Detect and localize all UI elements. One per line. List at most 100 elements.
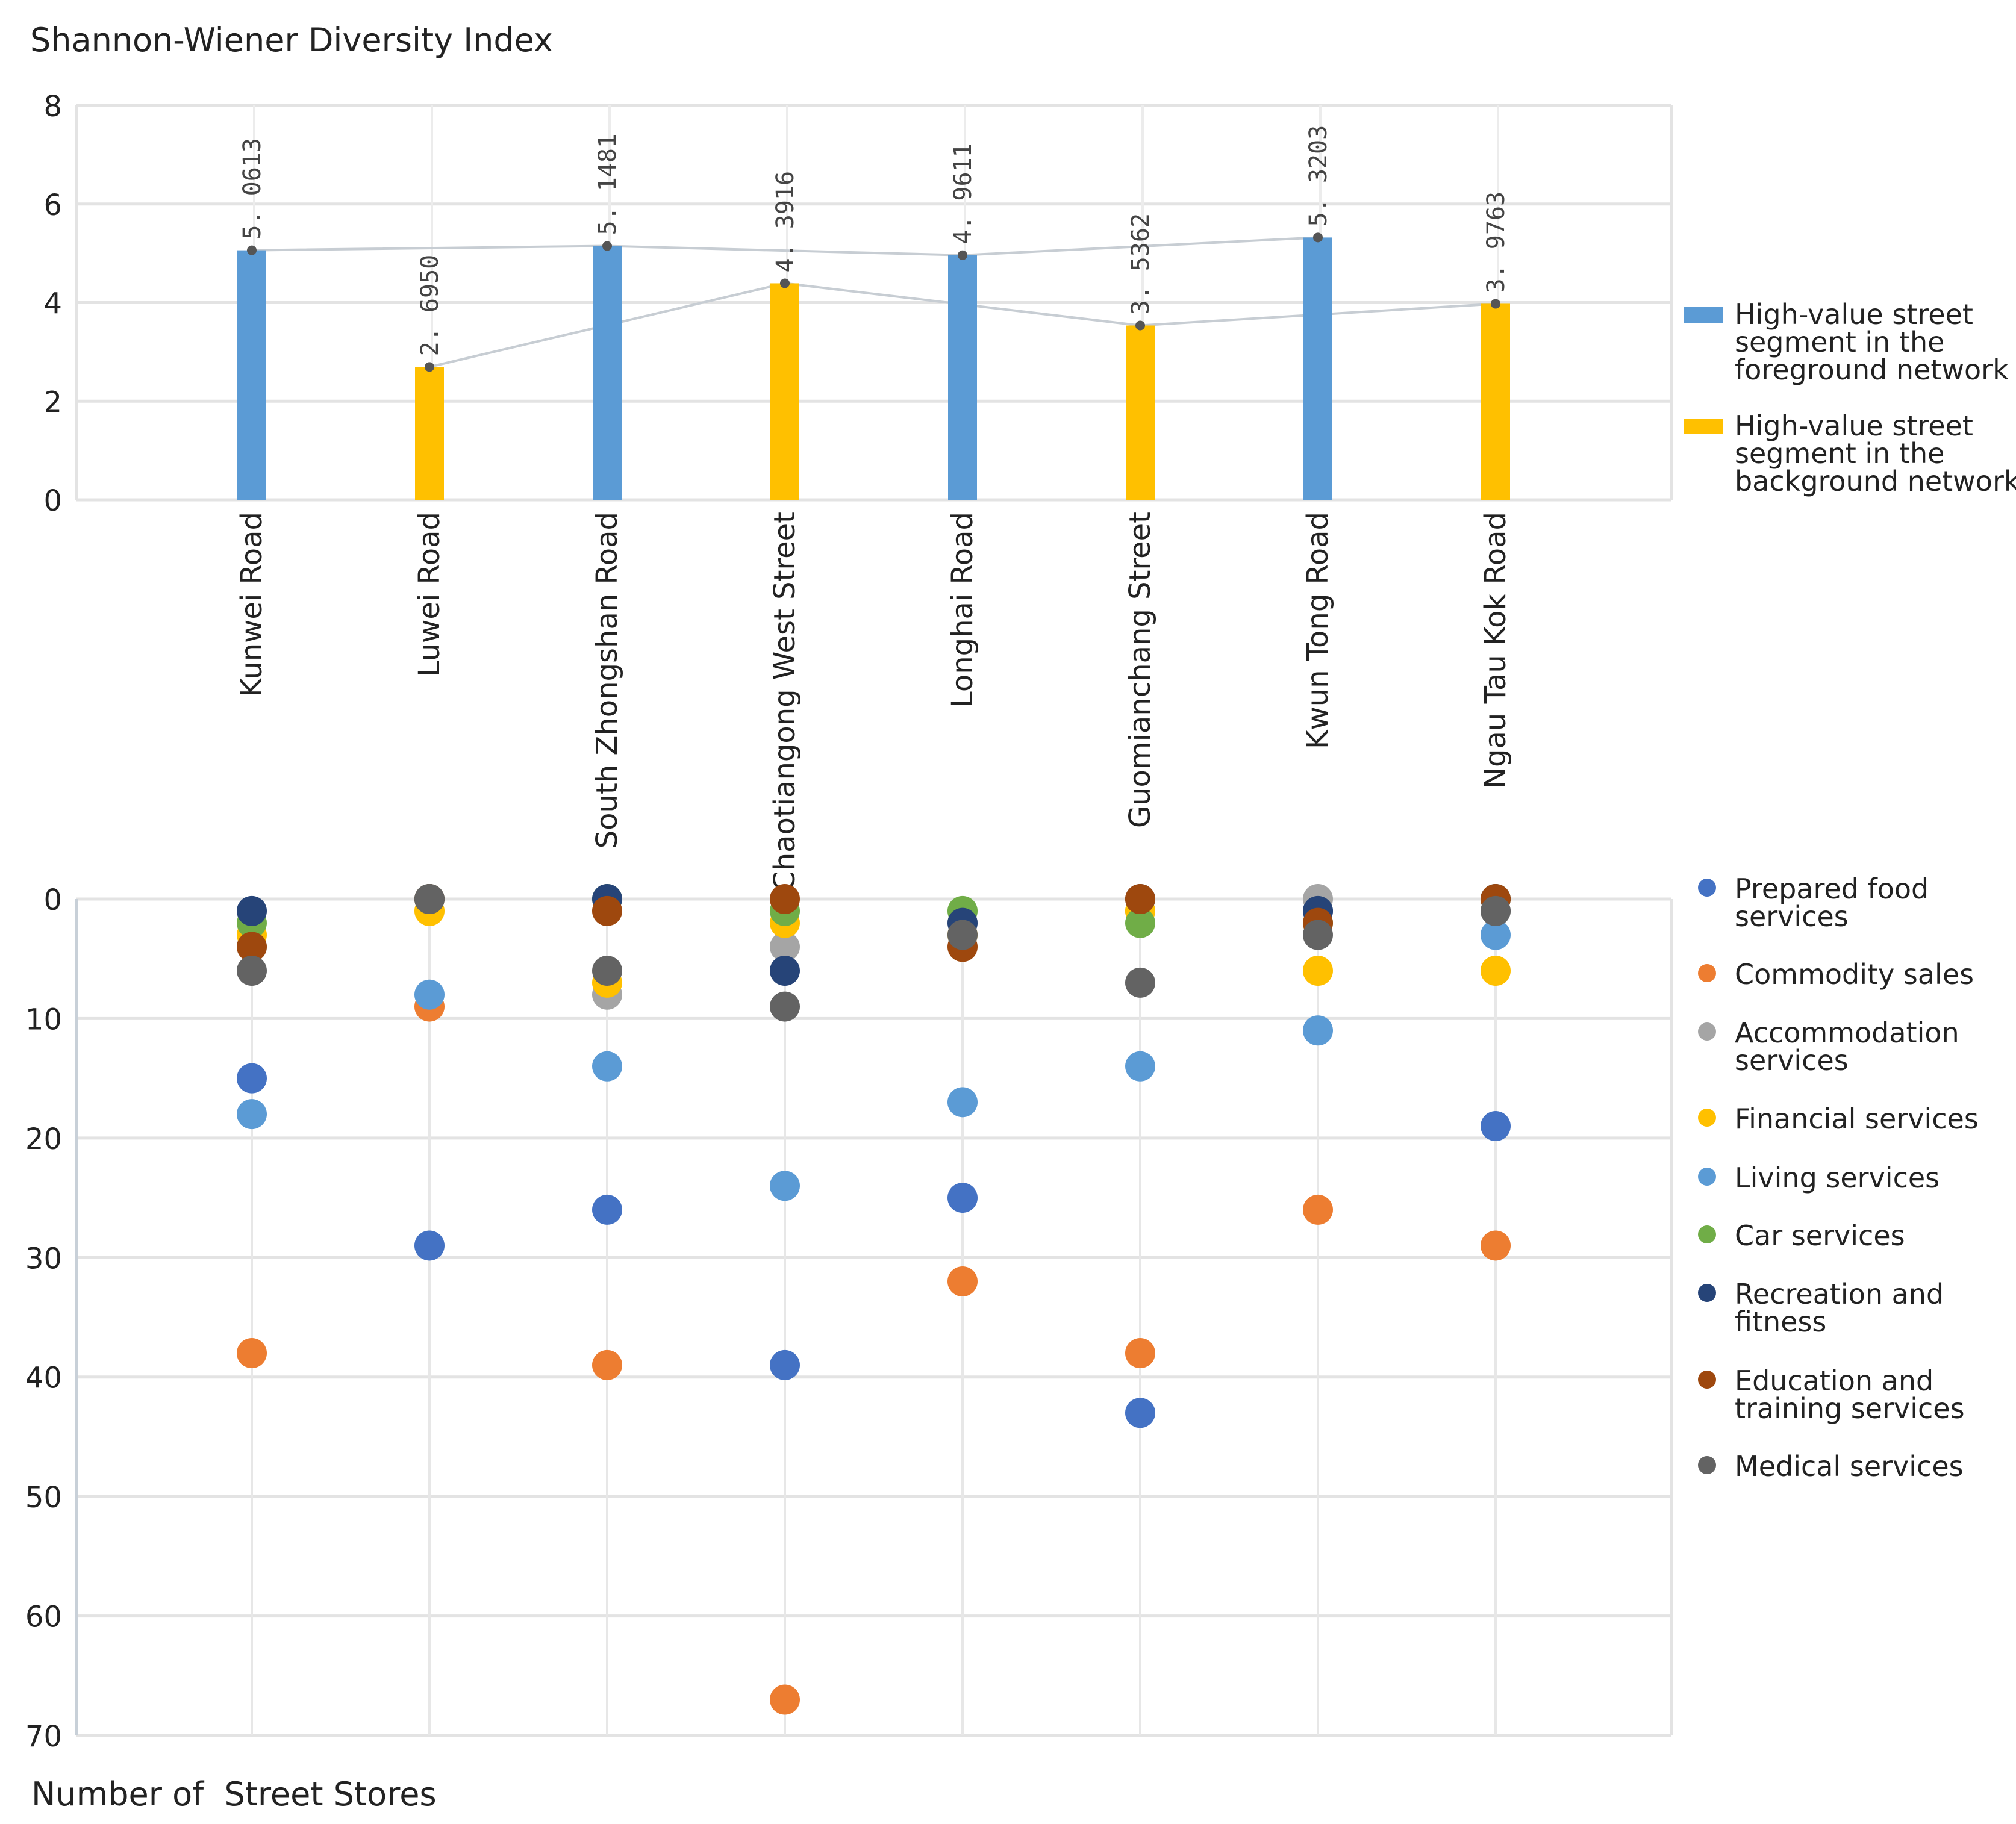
point-commodity-sales bbox=[1125, 1338, 1155, 1369]
legend-label: Medical services bbox=[1735, 1450, 1964, 1483]
legend-marker bbox=[1698, 1109, 1716, 1127]
point-prepared-food-services bbox=[414, 1230, 445, 1261]
point-education-and-training-services bbox=[592, 895, 622, 926]
bar-chart-value-labels: 5. 0613 2. 6950 5. 1481 4. 3916 4. 9611 3. 53… bbox=[239, 125, 1510, 356]
legend-label-background: High-value street bbox=[1735, 409, 1973, 442]
legend-label: Financial services bbox=[1735, 1103, 1979, 1135]
point-education-and-training-services bbox=[1125, 884, 1155, 914]
point-living-services bbox=[770, 1171, 800, 1201]
legend-label: fitness bbox=[1735, 1306, 1826, 1338]
point-prepared-food-services bbox=[1125, 1398, 1155, 1428]
bar-value-label: 5. 0613 bbox=[239, 138, 266, 240]
bar-marker bbox=[780, 278, 790, 288]
category-label: South Zhongshan Road bbox=[590, 512, 624, 848]
bar-y-tick-label: 0 bbox=[43, 484, 62, 518]
scatter-y-tick-label: 20 bbox=[25, 1122, 62, 1156]
bar-chart-grid bbox=[75, 104, 1673, 502]
point-prepared-food-services bbox=[237, 1063, 267, 1094]
scatter-y-tick-label: 60 bbox=[25, 1601, 62, 1634]
point-living-services bbox=[1125, 1051, 1155, 1082]
legend-label: Living services bbox=[1735, 1162, 1940, 1194]
bar-value-label: 5. 1481 bbox=[594, 134, 622, 235]
legend-label-foreground: foreground network bbox=[1735, 353, 2009, 386]
bar-marker bbox=[602, 241, 612, 251]
point-medical-services bbox=[770, 991, 800, 1022]
point-living-services bbox=[1303, 1015, 1333, 1046]
scatter-chart-y-ticks: 0 10 20 30 40 50 60 70 bbox=[25, 883, 62, 1754]
bar-value-label: 4. 3916 bbox=[772, 171, 799, 273]
scatter-y-tick-label: 0 bbox=[43, 883, 62, 917]
bar-y-tick-label: 8 bbox=[43, 90, 62, 123]
point-medical-services bbox=[237, 956, 267, 986]
point-prepared-food-services bbox=[1481, 1111, 1511, 1142]
point-car-services bbox=[1125, 907, 1155, 938]
point-prepared-food-services bbox=[592, 1194, 622, 1225]
legend-label: Education and bbox=[1735, 1365, 1933, 1397]
bar-y-tick-label: 4 bbox=[43, 287, 62, 321]
legend-label: Car services bbox=[1735, 1219, 1905, 1252]
legend-label-foreground: segment in the bbox=[1735, 326, 1944, 358]
category-label: Chaotiangong West Street bbox=[768, 512, 802, 891]
bar-8 bbox=[1481, 303, 1510, 500]
bar-chart-category-labels: Kunwei Road Luwei Road South Zhongshan Roa… bbox=[235, 512, 1512, 891]
scatter-y-tick-label: 40 bbox=[25, 1362, 62, 1395]
point-medical-services bbox=[1125, 967, 1155, 998]
point-medical-services bbox=[947, 920, 978, 950]
legend-marker bbox=[1698, 1284, 1716, 1302]
point-education-and-training-services bbox=[770, 884, 800, 914]
legend-swatch-foreground bbox=[1684, 307, 1723, 323]
point-living-services bbox=[592, 1051, 622, 1082]
legend-marker bbox=[1698, 1225, 1716, 1243]
point-medical-services bbox=[414, 884, 445, 914]
point-recreation-and-fitness bbox=[237, 895, 267, 926]
point-education-and-training-services bbox=[237, 932, 267, 962]
scatter-chart-y-label: Number of Street Stores bbox=[31, 1775, 437, 1813]
bar-chart-bars bbox=[237, 232, 1510, 500]
category-label: Luwei Road bbox=[413, 512, 446, 677]
bar-marker bbox=[1135, 320, 1145, 331]
point-commodity-sales bbox=[770, 1684, 800, 1715]
category-label: Guomianchang Street bbox=[1123, 512, 1157, 828]
scatter-chart-points bbox=[237, 884, 1511, 1715]
point-living-services bbox=[947, 1087, 978, 1118]
point-medical-services bbox=[1481, 895, 1511, 926]
scatter-chart-grid bbox=[75, 897, 1673, 1737]
legend-label: Commodity sales bbox=[1735, 958, 1974, 991]
legend-marker bbox=[1698, 1371, 1716, 1389]
bar-chart-y-ticks: 0 2 4 6 8 bbox=[43, 90, 62, 518]
point-living-services bbox=[414, 979, 445, 1010]
point-commodity-sales bbox=[947, 1266, 978, 1296]
legend-label-foreground: High-value street bbox=[1735, 298, 1973, 331]
point-accommodation-services bbox=[770, 932, 800, 962]
legend-marker bbox=[1698, 879, 1716, 897]
bar-value-label: 2. 6950 bbox=[416, 255, 444, 356]
legend-marker bbox=[1698, 1022, 1716, 1041]
legend-label-background: segment in the bbox=[1735, 437, 1944, 470]
point-recreation-and-fitness bbox=[770, 956, 800, 986]
point-living-services bbox=[1481, 920, 1511, 950]
point-financial-services bbox=[1303, 956, 1333, 986]
scatter-y-tick-label: 50 bbox=[25, 1481, 62, 1514]
bar-value-label: 5. 3203 bbox=[1305, 125, 1332, 227]
point-prepared-food-services bbox=[947, 1183, 978, 1213]
foreground-connector-line bbox=[251, 236, 1319, 257]
scatter-y-tick-label: 10 bbox=[25, 1003, 62, 1036]
legend-label-background: background network bbox=[1735, 465, 2016, 497]
bar-3 bbox=[593, 246, 622, 500]
legend-label: training services bbox=[1735, 1392, 1965, 1425]
bar-marker bbox=[425, 362, 434, 372]
bar-value-label: 3. 9763 bbox=[1482, 191, 1510, 293]
category-label: Longhai Road bbox=[946, 512, 979, 708]
category-label: Kunwei Road bbox=[235, 512, 269, 697]
point-living-services bbox=[237, 1099, 267, 1130]
point-commodity-sales bbox=[237, 1338, 267, 1369]
point-medical-services bbox=[592, 956, 622, 986]
bar-chart-title: Shannon-Wiener Diversity Index bbox=[30, 21, 553, 59]
bar-5 bbox=[948, 255, 977, 500]
category-label: Kwun Tong Road bbox=[1301, 512, 1335, 749]
legend-swatch-background bbox=[1684, 419, 1723, 434]
point-medical-services bbox=[1303, 920, 1333, 950]
bar-y-tick-label: 2 bbox=[43, 385, 62, 419]
point-commodity-sales bbox=[1481, 1230, 1511, 1261]
